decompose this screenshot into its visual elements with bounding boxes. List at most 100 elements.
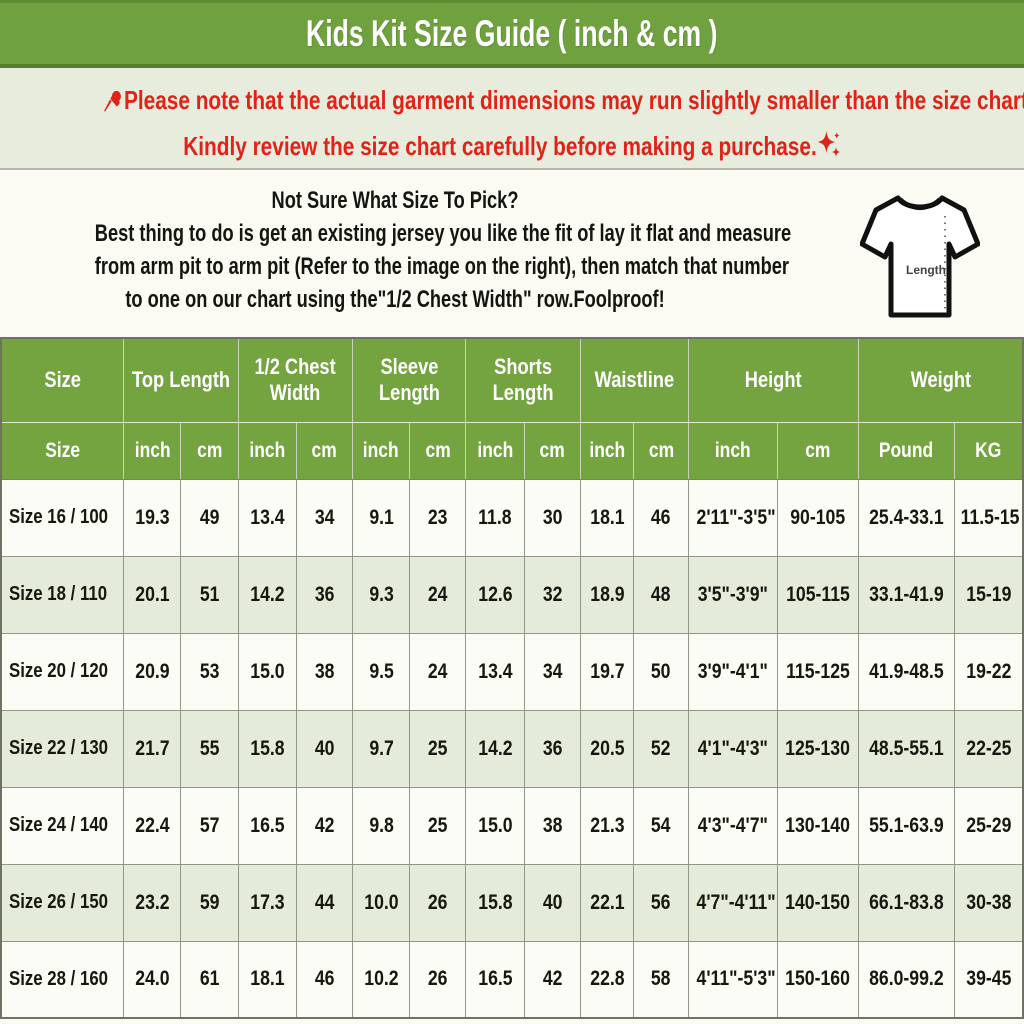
value-cell: 39-45 (953, 940, 1024, 1019)
column-group-header: Top Length (123, 337, 239, 423)
value-cell: 3'9"-4'1" (688, 632, 779, 711)
value-cell: 36 (295, 555, 354, 634)
value-cell: 54 (633, 786, 690, 865)
value-cell: 90-105 (777, 478, 859, 557)
size-chart-table: Size Top Length 1/2 Chest Width Sleeve Leng… (0, 337, 1024, 1019)
value-cell: 44 (295, 863, 354, 942)
value-cell: 9.1 (352, 478, 411, 557)
notice-banner: Please note that the actual garment dime… (0, 68, 1024, 168)
size-chart-body: Size 16 / 100 19.3 49 13.4 34 9.1 23 11.8 30 18.1… (0, 478, 1024, 1019)
value-cell: 52 (633, 709, 690, 788)
unit-header: inch (465, 421, 525, 480)
value-cell: 10.2 (352, 940, 411, 1019)
size-label-cell: Size 20 / 120 (0, 632, 125, 711)
sizing-help-heading: Not Sure What Size To Pick? (271, 187, 519, 214)
unit-header: Size (0, 421, 125, 480)
value-cell: 22.1 (579, 863, 635, 942)
value-cell: 14.2 (465, 709, 525, 788)
value-cell: 24.0 (123, 940, 182, 1019)
value-cell: 15.8 (237, 709, 297, 788)
unit-header: cm (777, 421, 859, 480)
value-cell: 2'11"-3'5" (688, 478, 779, 557)
table-row: Size 28 / 160 24.0 61 18.1 46 10.2 26 16.5 42 22.… (0, 940, 1024, 1019)
value-cell: 34 (295, 478, 354, 557)
size-label-cell: Size 28 / 160 (0, 940, 125, 1019)
value-cell: 38 (523, 786, 581, 865)
column-group-header: Shorts Length (465, 337, 581, 423)
value-cell: 26 (409, 863, 467, 942)
value-cell: 17.3 (237, 863, 297, 942)
value-cell: 25 (409, 709, 467, 788)
value-cell: 4'7"-4'11" (688, 863, 779, 942)
value-cell: 16.5 (465, 940, 525, 1019)
shirt-length-label: Length (906, 263, 946, 277)
unit-header: cm (409, 421, 467, 480)
value-cell: 130-140 (777, 786, 859, 865)
column-group-row: Size Top Length 1/2 Chest Width Sleeve Leng… (0, 337, 1024, 423)
value-cell: 13.4 (237, 478, 297, 557)
value-cell: 18.1 (579, 478, 635, 557)
value-cell: 34 (523, 632, 581, 711)
value-cell: 4'1"-4'3" (688, 709, 779, 788)
value-cell: 49 (180, 478, 239, 557)
value-cell: 33.1-41.9 (857, 555, 955, 634)
value-cell: 20.1 (123, 555, 182, 634)
unit-header: inch (352, 421, 411, 480)
value-cell: 22-25 (953, 709, 1024, 788)
value-cell: 15.0 (237, 632, 297, 711)
value-cell: 23 (409, 478, 467, 557)
table-row: Size 20 / 120 20.9 53 15.0 38 9.5 24 13.4 34 19.7… (0, 632, 1024, 711)
value-cell: 24 (409, 555, 467, 634)
value-cell: 24 (409, 632, 467, 711)
value-cell: 53 (180, 632, 239, 711)
value-cell: 15.8 (465, 863, 525, 942)
value-cell: 16.5 (237, 786, 297, 865)
value-cell: 22.4 (123, 786, 182, 865)
column-group-header: 1/2 Chest Width (237, 337, 354, 423)
value-cell: 57 (180, 786, 239, 865)
value-cell: 59 (180, 863, 239, 942)
notice-text-2: Kindly review the size chart carefully b… (183, 130, 817, 161)
unit-header: inch (688, 421, 779, 480)
value-cell: 50 (633, 632, 690, 711)
value-cell: 58 (633, 940, 690, 1019)
value-cell: 105-115 (777, 555, 859, 634)
value-cell: 32 (523, 555, 581, 634)
value-cell: 21.3 (579, 786, 635, 865)
value-cell: 20.9 (123, 632, 182, 711)
column-group-header: Size (0, 337, 125, 423)
value-cell: 25-29 (953, 786, 1024, 865)
sizing-help-line-2: from arm pit to arm pit (Refer to the im… (94, 253, 789, 280)
value-cell: 40 (295, 709, 354, 788)
value-cell: 55 (180, 709, 239, 788)
size-label-cell: Size 26 / 150 (0, 863, 125, 942)
value-cell: 46 (295, 940, 354, 1019)
column-group-header: Sleeve Length (352, 337, 467, 423)
value-cell: 9.5 (352, 632, 411, 711)
size-chart-header: Size Top Length 1/2 Chest Width Sleeve Leng… (0, 337, 1024, 480)
sizing-help-section: Not Sure What Size To Pick? Best thing t… (0, 168, 1024, 335)
value-cell: 4'11"-5'3" (688, 940, 779, 1019)
value-cell: 22.8 (579, 940, 635, 1019)
pushpin-icon (104, 90, 121, 112)
value-cell: 25.4-33.1 (857, 478, 955, 557)
notice-line-2: Kindly review the size chart carefully b… (102, 125, 921, 167)
value-cell: 36 (523, 709, 581, 788)
value-cell: 150-160 (777, 940, 859, 1019)
value-cell: 42 (523, 940, 581, 1019)
value-cell: 30 (523, 478, 581, 557)
title-bar: Kids Kit Size Guide ( inch & cm ) (0, 0, 1024, 68)
unit-header: cm (523, 421, 581, 480)
table-row: Size 24 / 140 22.4 57 16.5 42 9.8 25 15.0 38 21.3… (0, 786, 1024, 865)
size-label-cell: Size 24 / 140 (0, 786, 125, 865)
value-cell: 19.7 (579, 632, 635, 711)
value-cell: 11.5-15 (953, 478, 1024, 557)
value-cell: 14.2 (237, 555, 297, 634)
unit-header: Pound (857, 421, 955, 480)
column-group-header: Height (688, 337, 859, 423)
value-cell: 9.7 (352, 709, 411, 788)
column-group-header: Waistline (579, 337, 690, 423)
value-cell: 55.1-63.9 (857, 786, 955, 865)
unit-header: inch (579, 421, 635, 480)
value-cell: 46 (633, 478, 690, 557)
